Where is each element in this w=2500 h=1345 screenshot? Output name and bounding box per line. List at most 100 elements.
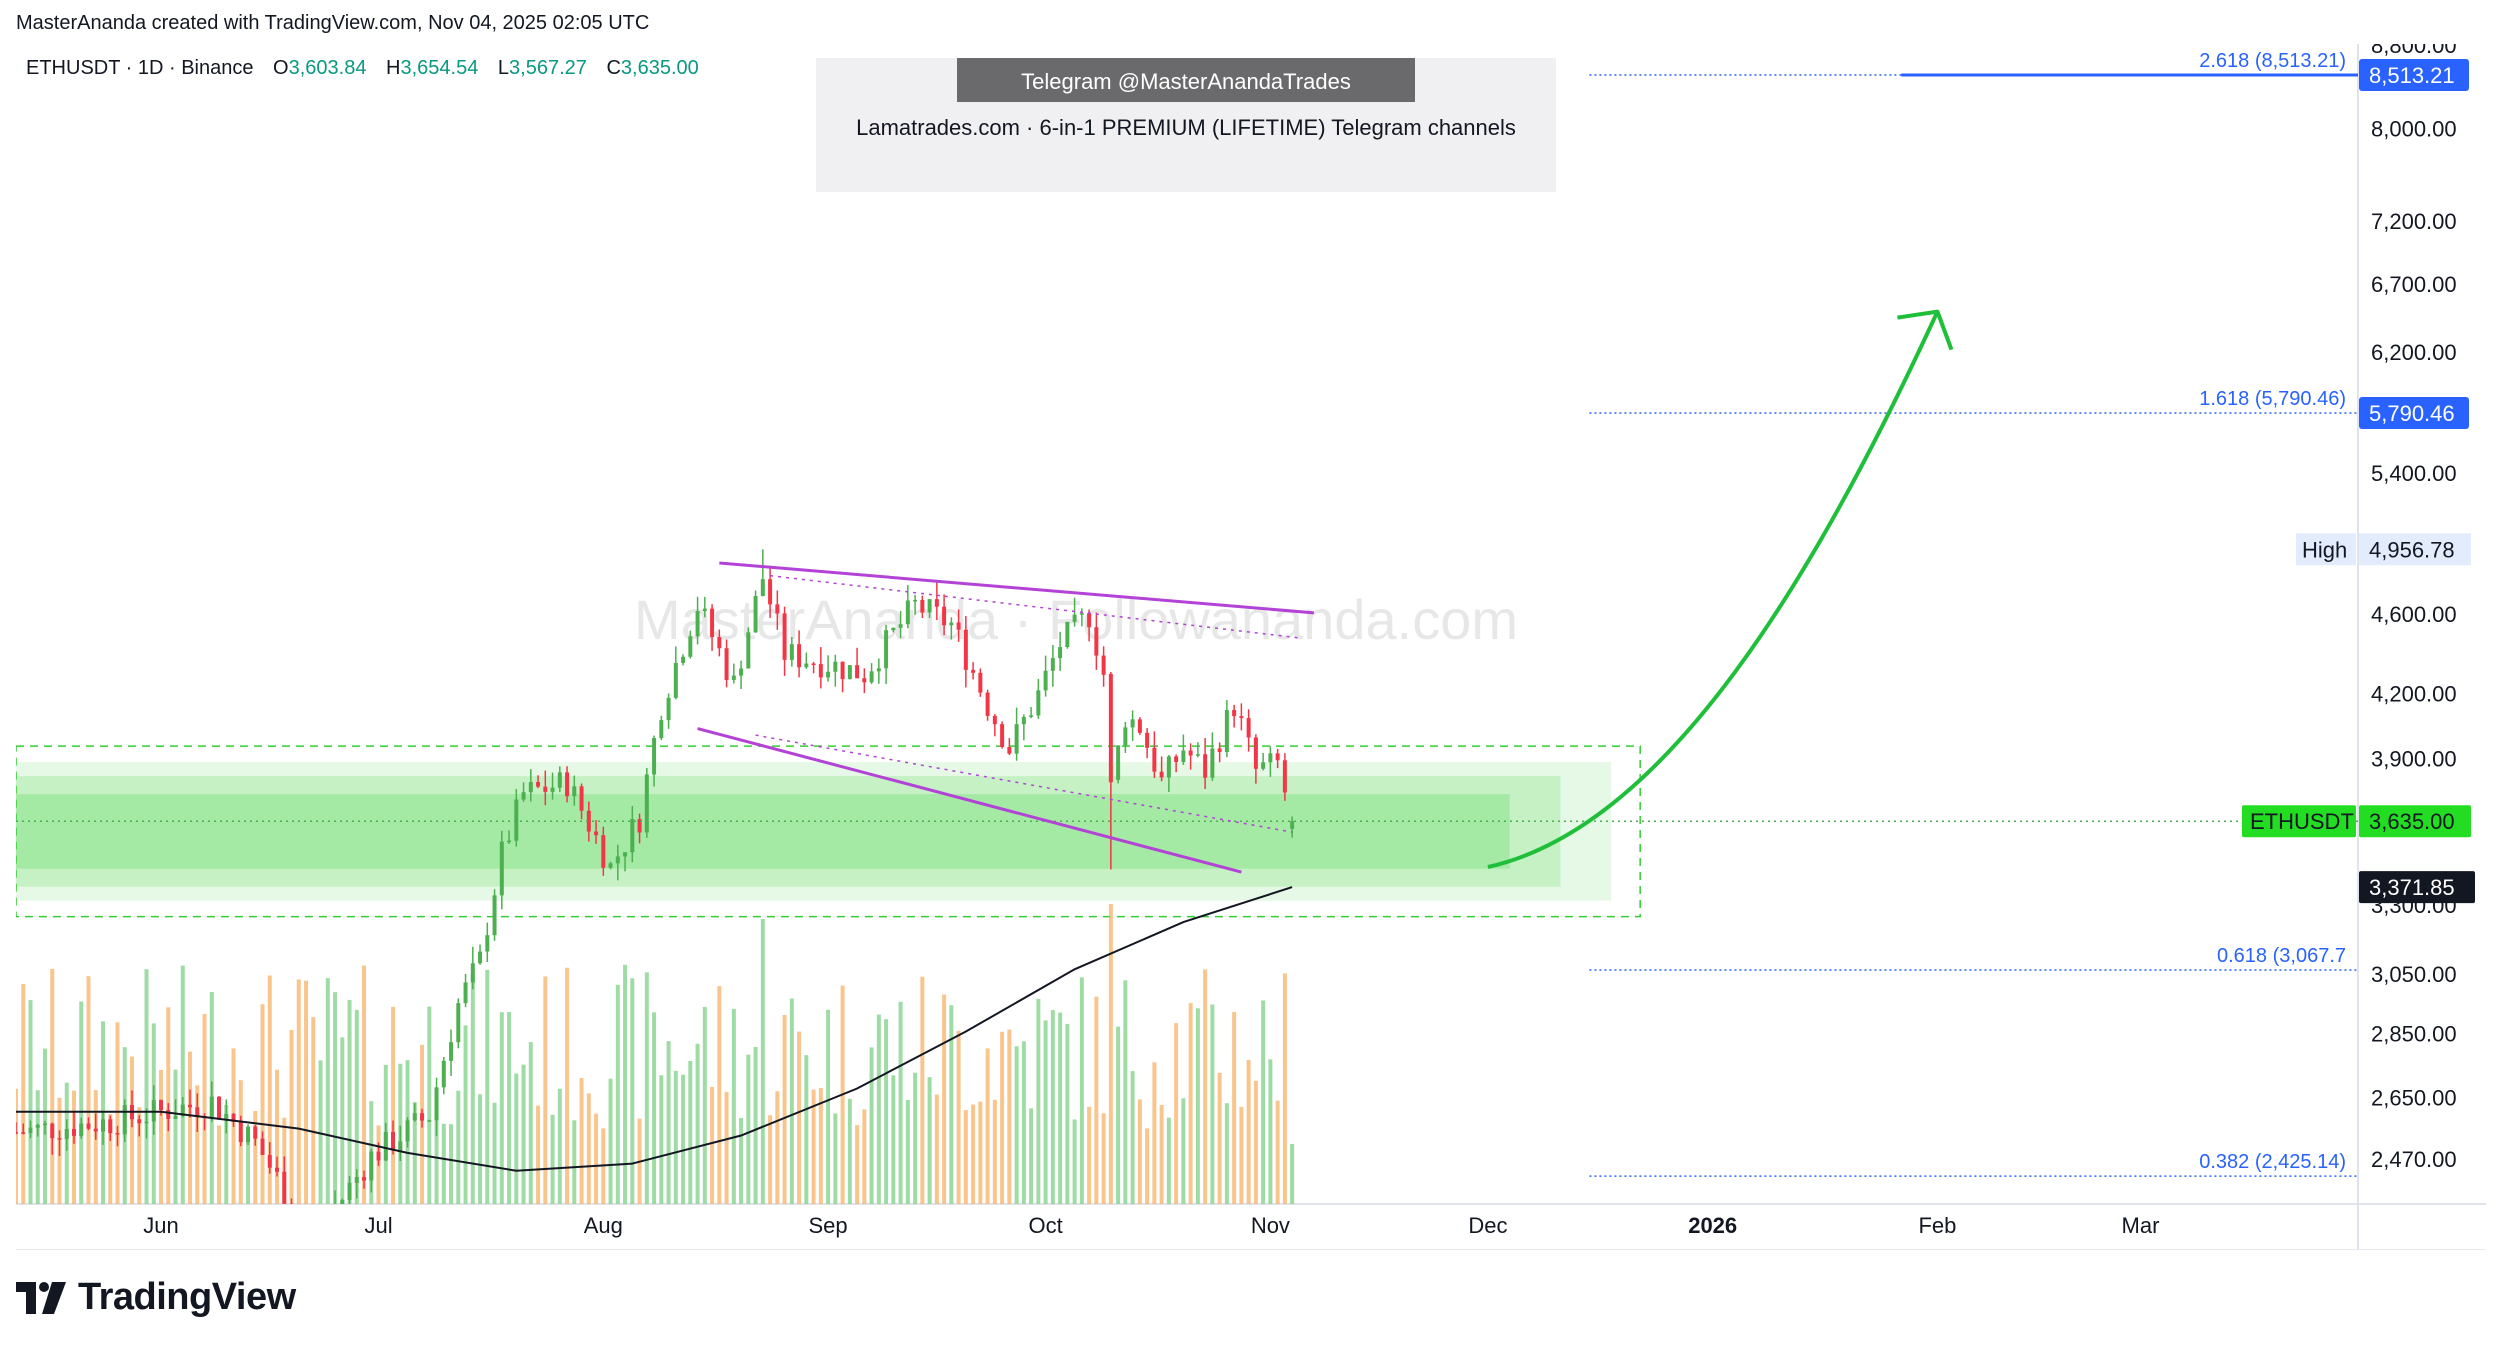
candle-body [1232, 709, 1237, 717]
price-tick-label: 3,050.00 [2371, 962, 2457, 987]
candle-body [427, 1120, 432, 1122]
candle-body [862, 678, 867, 683]
candle-body [21, 1132, 26, 1134]
candle-body [180, 1104, 185, 1116]
volume-bar [630, 978, 635, 1204]
candle-body [333, 1207, 337, 1219]
time-tick-label: Sep [809, 1213, 848, 1238]
volume-bar [804, 1055, 809, 1204]
time-tick-label: Feb [1918, 1213, 1956, 1238]
candle-body [1203, 754, 1208, 778]
volume-bar [93, 1090, 98, 1204]
candle-body [188, 1104, 193, 1108]
volume-bar [956, 1030, 961, 1204]
candle-body [1253, 737, 1258, 769]
projection-arrow [1487, 310, 1940, 869]
candle-body [992, 715, 997, 725]
candle-body [238, 1121, 243, 1143]
volume-bar [615, 984, 620, 1204]
volume-bar [528, 1042, 533, 1204]
volume-bar [499, 1012, 504, 1204]
candle-body [1050, 658, 1055, 671]
volume-bar [594, 1113, 599, 1204]
price-chart[interactable]: MasterAnanda · Followananda.com Telegram… [16, 33, 2486, 1251]
candle-body [267, 1154, 272, 1168]
volume-bar [811, 1089, 816, 1204]
candle-body [340, 1199, 345, 1204]
candle-body [949, 622, 954, 626]
price-tags: 8,513.21 5,790.46 High 4,956.78 ETHUSDT 3,635… [2242, 59, 2475, 904]
channel-lower-inner-line [755, 734, 1293, 833]
candle-body [289, 1203, 294, 1204]
legend-low: 3,567.27 [509, 57, 587, 79]
volume-bar [1174, 1023, 1179, 1204]
tradingview-logo-icon [16, 1281, 66, 1314]
plot-area [16, 73, 2358, 1219]
candle-body [144, 1121, 149, 1124]
candle-body [93, 1128, 98, 1132]
candle-body [1000, 724, 1005, 747]
volume-bar [934, 1094, 939, 1204]
volume-bar [354, 1009, 359, 1204]
candle-body [956, 622, 961, 630]
price-axis[interactable]: 2,470.002,650.002,850.003,050.003,300.00… [2371, 33, 2457, 1172]
volume-bar [673, 1070, 678, 1204]
volume-bar [652, 1012, 657, 1204]
volume-bar [333, 992, 338, 1204]
volume-bar [818, 1088, 823, 1204]
candle-body [1029, 715, 1034, 717]
volume-bar [1072, 1119, 1077, 1204]
candle-body [217, 1096, 222, 1119]
price-tick-label: 5,400.00 [2371, 461, 2457, 486]
volume-bar [1021, 1041, 1026, 1204]
volume-bar [927, 1077, 932, 1204]
candle-body [507, 840, 512, 843]
candle-body [847, 665, 852, 680]
candle-body [1210, 748, 1215, 778]
volume-bar [347, 999, 352, 1204]
candle-body [50, 1123, 55, 1139]
price-tick-label: 8,800.00 [2371, 44, 2457, 58]
volume-bar [427, 1006, 432, 1204]
volume-bar [130, 1056, 135, 1204]
time-axis[interactable]: Jun Jul Aug Sep Oct Nov Dec 2026 Feb Mar [143, 1213, 2159, 1238]
candle-body [499, 841, 504, 896]
volume-bar [862, 1109, 867, 1204]
volume-bar [985, 1048, 990, 1204]
candle-body [586, 810, 591, 832]
volume-bar [913, 1072, 918, 1204]
fib-level-label: 2.618 (8,513.21) [2199, 50, 2346, 72]
volume-bar [876, 1014, 881, 1204]
tradingview-logo[interactable]: TradingView [16, 1276, 296, 1319]
channel-upper-inner-line [769, 574, 1300, 639]
candle-body [963, 629, 968, 670]
candle-body [1152, 747, 1157, 772]
volume-bar [1058, 1012, 1063, 1204]
candle-body [681, 656, 686, 663]
volume-bar [623, 964, 628, 1204]
volume-bar [253, 1111, 258, 1204]
candle-body [637, 819, 642, 833]
fib-level-label: 1.618 (5,790.46) [2199, 388, 2346, 410]
price-tick-label: 6,200.00 [2371, 340, 2457, 365]
candle-body [905, 600, 910, 625]
candle-body [391, 1131, 396, 1151]
candle-body [1036, 690, 1041, 716]
candle-body [550, 787, 555, 792]
candle-body [159, 1100, 164, 1110]
candle-body [398, 1141, 403, 1151]
volume-bar [971, 1104, 976, 1204]
candle-body [753, 596, 758, 633]
volume-bar [79, 1001, 84, 1204]
price-tick-label: 8,000.00 [2371, 117, 2457, 142]
volume-bar [492, 1102, 497, 1204]
volume-bar [1203, 969, 1208, 1204]
candle-body [855, 665, 860, 679]
candle-body [224, 1113, 229, 1119]
candle-body [557, 772, 562, 788]
volume-bar [659, 1075, 664, 1204]
volume-bar [536, 1105, 541, 1204]
volume-bar [115, 1022, 120, 1204]
candle-body [1195, 754, 1200, 756]
volume-bar [869, 1047, 874, 1204]
